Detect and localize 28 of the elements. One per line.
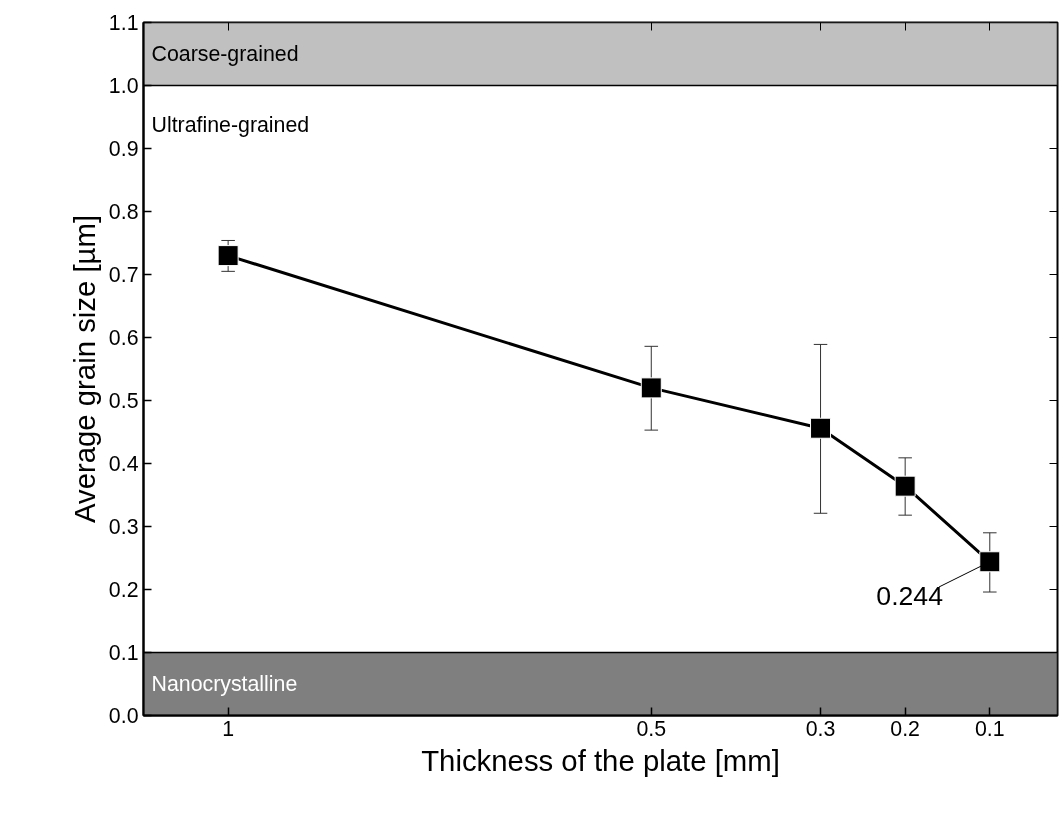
y-tick-label: 0.3 [108,515,139,539]
y-tick-label: 0.7 [108,263,139,287]
y-tick-label: 0.5 [108,389,139,413]
annotation: 0.244 [876,580,944,611]
point [217,245,239,267]
x-tick-label: 1 [222,716,235,741]
y-tick-label: 1.1 [108,11,139,35]
point [979,551,1001,573]
y-tick-label: 0.1 [108,641,139,665]
y-tick-label: 0.4 [108,452,139,476]
band-label: Nanocrystalline [151,672,298,696]
point [894,475,916,497]
y-tick-label: 0.9 [108,137,139,161]
y-tick-label: 0.6 [108,326,139,350]
x-tick-label: 0.3 [805,716,836,741]
y-tick-label: 0.8 [108,200,139,224]
x-tick-label: 0.1 [974,716,1005,741]
x-axis-title: Thickness of the plate [mm] [421,743,780,777]
point [810,417,832,439]
x-tick-label: 0.2 [890,716,920,741]
annotation: Ultrafine-grained [151,112,310,137]
point [640,377,662,399]
y-tick-label: 0.2 [108,578,139,602]
x-tick-label: 0.5 [636,716,667,741]
y-tick-label: 0.0 [108,704,139,728]
y-tick-label: 1.0 [108,74,139,98]
y-axis-title: Average grain size [µm] [67,214,101,524]
band-label: Coarse-grained [151,42,299,66]
